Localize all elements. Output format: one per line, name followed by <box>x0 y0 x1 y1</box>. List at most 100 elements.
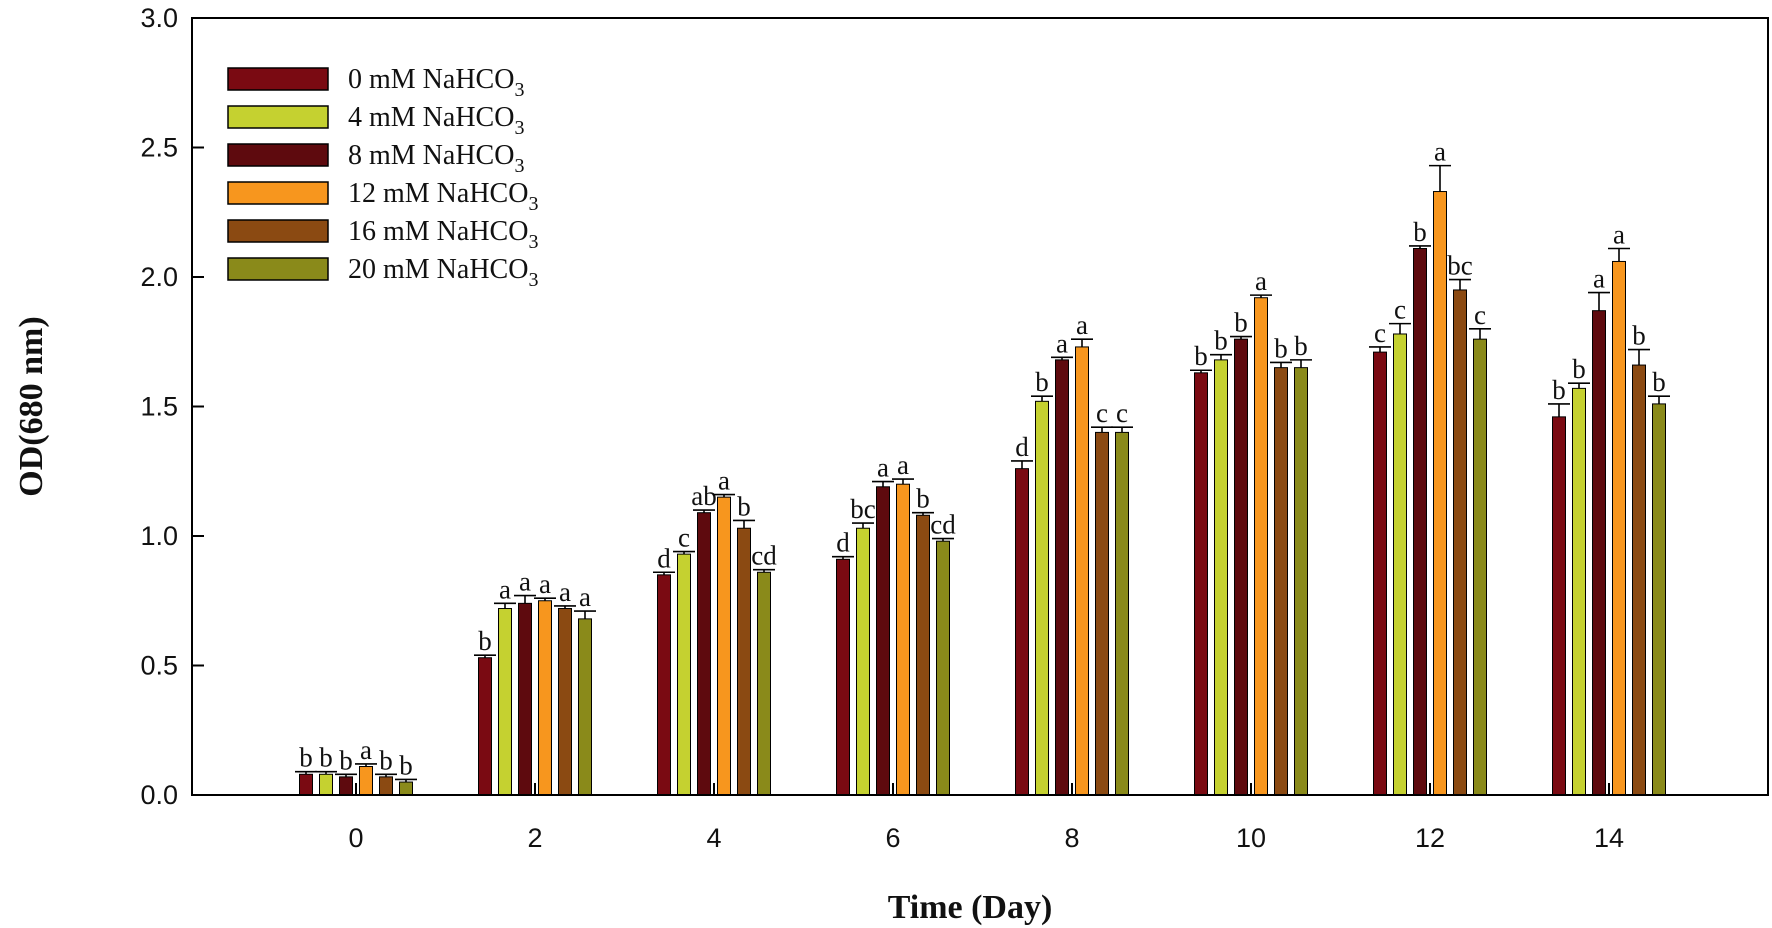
bar <box>1413 248 1427 796</box>
significance-label: b <box>1035 367 1049 397</box>
y-tick-label: 2.5 <box>140 133 178 163</box>
significance-label: a <box>1434 137 1446 167</box>
bar <box>1095 431 1109 796</box>
bar <box>518 602 532 796</box>
bar <box>1234 338 1248 796</box>
x-tick-label: 6 <box>885 823 900 853</box>
bar <box>876 486 890 796</box>
bar <box>1373 351 1387 796</box>
significance-label: d <box>836 528 850 558</box>
bar <box>1433 191 1447 796</box>
x-tick-label: 0 <box>348 823 363 853</box>
significance-label: a <box>1593 264 1605 294</box>
bar <box>1393 333 1407 796</box>
significance-label: a <box>539 569 551 599</box>
significance-label: b <box>1552 375 1566 405</box>
significance-label: b <box>319 743 333 773</box>
bar <box>379 776 393 796</box>
bar <box>359 766 373 796</box>
bar <box>1473 338 1487 796</box>
significance-label: b <box>1572 354 1586 384</box>
significance-label: b <box>1632 321 1646 351</box>
bar <box>498 608 512 796</box>
bar <box>1294 367 1308 796</box>
y-tick-label: 3.0 <box>140 3 178 33</box>
x-tick-label: 12 <box>1415 823 1445 853</box>
bar <box>319 773 333 796</box>
legend-label-subscript: 3 <box>514 155 524 177</box>
y-tick-label: 1.0 <box>140 521 178 551</box>
legend-label-text: 12 mM NaHCO <box>348 178 528 209</box>
significance-label: a <box>559 577 571 607</box>
legend-label: 8 mM NaHCO3 <box>348 140 524 177</box>
significance-label: b <box>1274 333 1288 363</box>
y-tick-label: 2.0 <box>140 262 178 292</box>
significance-label: b <box>1294 331 1308 361</box>
y-tick-label: 0.5 <box>140 651 178 681</box>
significance-label: a <box>877 453 889 483</box>
significance-label: b <box>379 745 393 775</box>
bar <box>1194 372 1208 796</box>
bar <box>1274 367 1288 796</box>
bar <box>1055 359 1069 796</box>
legend-swatch <box>227 219 329 243</box>
bar <box>1075 346 1089 796</box>
significance-label: b <box>1413 217 1427 247</box>
significance-label: cd <box>751 541 777 571</box>
bar <box>737 527 751 796</box>
legend-label: 16 mM NaHCO3 <box>348 216 538 253</box>
significance-label: d <box>657 543 671 573</box>
legend-label-text: 8 mM NaHCO <box>348 140 514 171</box>
bar <box>717 496 731 796</box>
bar <box>677 553 691 796</box>
bar <box>896 483 910 796</box>
significance-label: a <box>1613 220 1625 250</box>
significance-label: a <box>718 466 730 496</box>
significance-label: ab <box>691 481 716 511</box>
significance-label: c <box>1374 318 1386 348</box>
legend-swatch <box>227 105 329 129</box>
significance-label: a <box>360 735 372 765</box>
bar <box>1552 416 1566 796</box>
bar <box>1632 364 1646 796</box>
bar <box>299 773 313 796</box>
significance-label: a <box>1056 328 1068 358</box>
legend-label-subscript: 3 <box>528 269 538 291</box>
significance-label: b <box>1652 367 1666 397</box>
bar <box>836 558 850 796</box>
bar <box>1652 403 1666 796</box>
bar <box>478 657 492 796</box>
significance-label: a <box>1255 266 1267 296</box>
bar <box>936 540 950 796</box>
bar <box>1612 260 1626 796</box>
significance-label: c <box>1096 398 1108 428</box>
significance-label: b <box>1194 341 1208 371</box>
significance-label: b <box>737 491 751 521</box>
x-axis-title: Time (Day) <box>888 889 1053 926</box>
legend-label-text: 4 mM NaHCO <box>348 102 514 133</box>
bar <box>856 527 870 796</box>
legend-label-subscript: 3 <box>528 231 538 253</box>
significance-label: a <box>1076 310 1088 340</box>
bar <box>1572 387 1586 796</box>
legend-label: 4 mM NaHCO3 <box>348 102 524 139</box>
bar <box>1015 468 1029 796</box>
significance-label: b <box>1234 308 1248 338</box>
significance-label: a <box>499 574 511 604</box>
significance-label: bc <box>1447 251 1473 281</box>
significance-label: a <box>897 450 909 480</box>
legend-swatch <box>227 143 329 167</box>
legend-label: 12 mM NaHCO3 <box>348 178 538 215</box>
significance-label: b <box>299 743 313 773</box>
y-axis-title: OD(680 nm) <box>13 316 50 496</box>
legend-swatch <box>227 181 329 205</box>
x-tick-label: 2 <box>527 823 542 853</box>
significance-label: b <box>339 745 353 775</box>
legend-label-text: 0 mM NaHCO <box>348 64 514 95</box>
legend-swatch <box>227 257 329 281</box>
bar <box>1214 359 1228 796</box>
bar <box>1592 310 1606 796</box>
y-tick-label: 1.5 <box>140 392 178 422</box>
